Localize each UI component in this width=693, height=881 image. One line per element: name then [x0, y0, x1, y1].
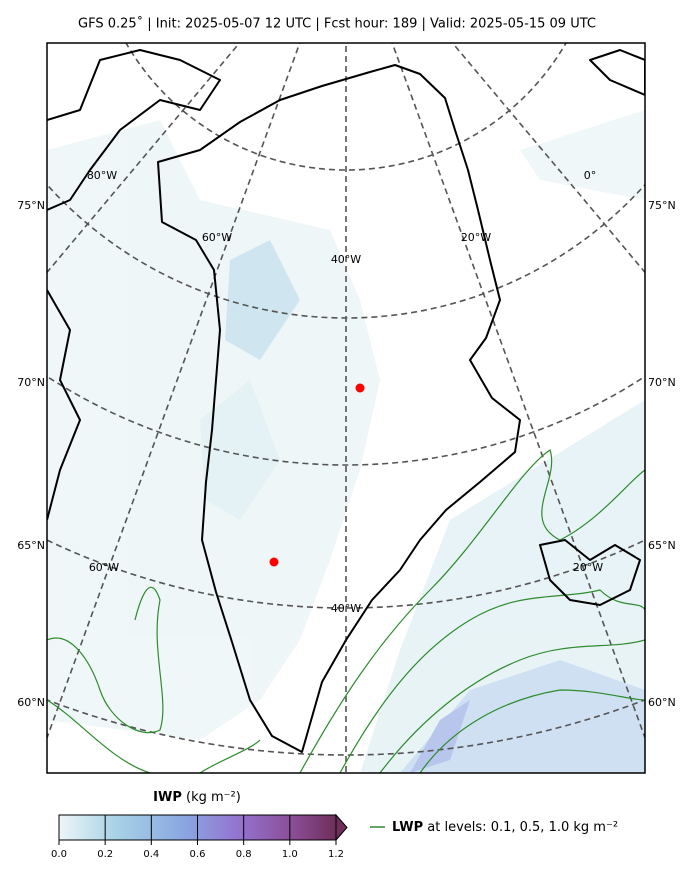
map-frame — [46, 42, 646, 774]
colorbar-tick-label: 0.0 — [51, 849, 67, 860]
colorbar-tick-label: 0.4 — [143, 849, 159, 860]
legend-desc: at levels: 0.1, 0.5, 1.0 kg m⁻² — [427, 820, 618, 835]
marker — [269, 557, 279, 567]
lon-label: 60°W — [202, 231, 232, 244]
iwp-shading — [47, 110, 645, 773]
lat-label: 70°N — [17, 376, 45, 389]
colorbar-tick-label: 0.6 — [190, 849, 206, 860]
colorbar-label: IWP — [153, 790, 182, 805]
lat-label: 75°N — [17, 199, 45, 212]
lat-label: 65°N — [648, 539, 676, 552]
colorbar-extend — [335, 813, 348, 842]
lat-label: 60°N — [17, 696, 45, 709]
colorbar-title: IWP (kg m⁻²) — [153, 790, 241, 805]
title: GFS 0.25˚ | Init: 2025-05-07 12 UTC | Fc… — [78, 16, 596, 32]
lat-label: 65°N — [17, 539, 45, 552]
marker — [355, 383, 365, 393]
colorbar-ticks: 0.0 0.2 0.4 0.6 0.8 1.0 1.2 — [51, 815, 344, 860]
colorbar-tick-label: 1.0 — [282, 849, 298, 860]
legend-text: LWP at levels: 0.1, 0.5, 1.0 kg m⁻² — [392, 820, 618, 835]
graticule — [47, 43, 645, 773]
lon-label: 40°W — [331, 253, 361, 266]
colorbar-tick-label: 1.2 — [328, 849, 344, 860]
map-labels: 75°N 75°N 70°N 70°N 65°N 65°N 60°N 60°N 80°W 60°W… — [17, 169, 675, 709]
legend-name: LWP — [392, 820, 423, 835]
colorbar-tick-label: 0.8 — [236, 849, 252, 860]
lon-label: 20°W — [573, 561, 603, 574]
map-area — [47, 43, 645, 773]
lat-label: 75°N — [648, 199, 676, 212]
lon-label: 80°W — [87, 169, 117, 182]
lat-label: 70°N — [648, 376, 676, 389]
lat-label: 60°N — [648, 696, 676, 709]
lon-label: 20°W — [461, 231, 491, 244]
lwp-contours — [47, 449, 645, 773]
lon-label: 40°W — [331, 602, 361, 615]
lon-label: 0° — [584, 169, 597, 182]
coastlines — [47, 49, 645, 753]
colorbar-unit: (kg m⁻²) — [186, 790, 241, 805]
lon-label: 60°W — [89, 561, 119, 574]
colorbar-tick-label: 0.2 — [97, 849, 113, 860]
